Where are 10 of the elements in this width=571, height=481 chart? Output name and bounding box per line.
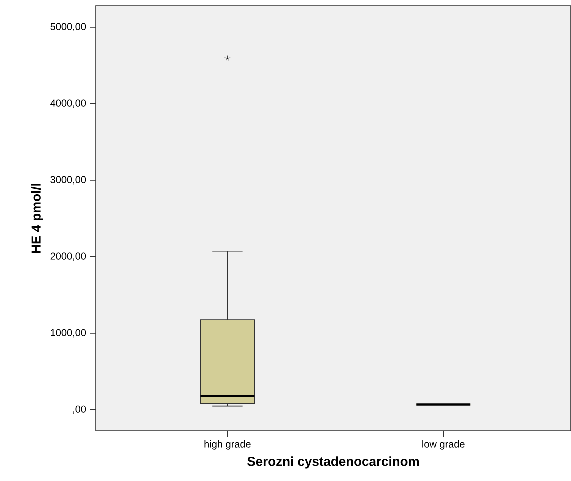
y-tick-label: 1000,00 [51,329,86,338]
y-axis-title: HE 4 pmol/l [31,184,44,254]
y-tick-label: 3000,00 [50,176,86,185]
y-tick-label: 4000,00 [50,100,86,108]
x-tick-label: low grade [422,440,465,450]
y-tick-label: 2000,00 [50,252,86,262]
y-tick-label: ,00 [73,406,86,414]
x-tick-label: high grade [204,440,251,450]
y-tick-label: 5000,00 [50,23,86,32]
x-axis-title: Serozni cystadenocarcinom [248,456,420,469]
